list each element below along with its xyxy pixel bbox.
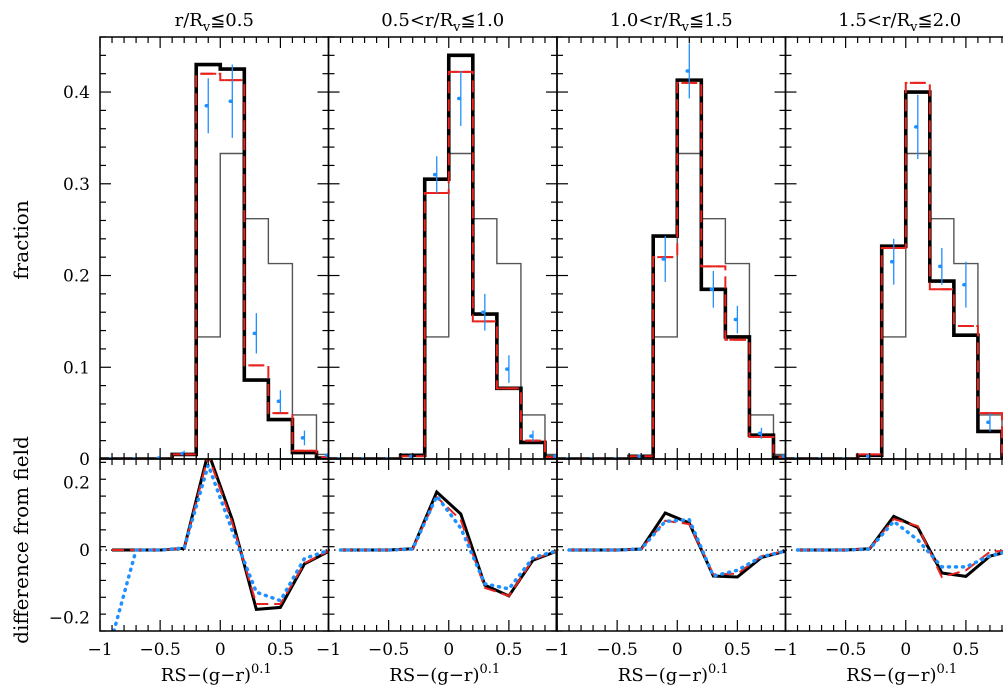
x-axis-label: RS−(g−r)0.1 — [389, 662, 500, 686]
x-tick-label: 0 — [443, 640, 454, 660]
bottom-panel-frame — [327, 458, 558, 632]
panel-4: −1 −0.5 0 0.5RS−(g−r)0.1 1.5<r/Rv≦2.0 — [773, 10, 1003, 686]
x-tick-label: −1 — [544, 640, 569, 660]
x-axis-label-superscript: 0.1 — [480, 662, 501, 677]
y-tick-label-top: 0.2 — [63, 267, 90, 287]
panels-group: −1 −0.5 0 0.5RS−(g−r)0.1r/Rv≦0.500.10.20.30… — [49, 10, 1003, 686]
panel-title: 1.5<r/Rv≦2.0 — [838, 10, 961, 35]
field-histogram — [328, 152, 557, 459]
bottom-plot-area — [557, 511, 786, 579]
x-axis-label: RS−(g−r)0.1 — [846, 662, 957, 686]
x-tick-label: −0.5 — [825, 640, 866, 660]
field-histogram — [100, 152, 329, 459]
panel-title-main: 0.5<r/R — [381, 10, 453, 31]
x-axis-label-superscript: 0.1 — [251, 662, 272, 677]
x-tick-label: −1 — [773, 640, 798, 660]
top-panel-frame — [327, 36, 558, 460]
x-tick-label: 0.5 — [495, 640, 522, 660]
blue-difference-line — [112, 459, 329, 631]
red-histogram — [100, 72, 329, 459]
panel-title-subscript: v — [202, 20, 211, 35]
black-difference-line — [112, 459, 329, 612]
red-histogram — [557, 81, 786, 459]
top-panel-frame — [99, 36, 330, 460]
y-tick-label-top: 0.3 — [63, 175, 90, 195]
x-tick-label: 0 — [215, 640, 226, 660]
x-axis-label: RS−(g−r)0.1 — [618, 662, 729, 686]
panel-title: 1.0<r/Rv≦1.5 — [610, 10, 733, 35]
y-tick-label-bottom: 0.2 — [63, 474, 90, 494]
x-tick-label: −0.5 — [139, 640, 180, 660]
panel-title-suffix: ≦0.5 — [210, 10, 254, 31]
x-tick-label: 0.5 — [952, 640, 979, 660]
blue-difference-line — [795, 518, 1003, 569]
red-difference-line — [340, 495, 557, 598]
blue-difference-line — [567, 517, 786, 579]
panel-title-suffix: ≦1.0 — [461, 10, 505, 31]
black-histogram — [557, 78, 786, 459]
panel-title: r/Rv≦0.5 — [175, 10, 254, 35]
panel-title-subscript: v — [909, 20, 918, 35]
x-tick-label: 0.5 — [267, 640, 294, 660]
x-tick-label: 0 — [672, 640, 683, 660]
x-tick-label: −0.5 — [368, 640, 409, 660]
red-difference-line — [569, 519, 786, 576]
blue-difference-line — [338, 492, 557, 591]
panel-title-suffix: ≦1.5 — [689, 10, 733, 31]
panel-title-main: r/R — [175, 10, 204, 31]
x-tick-label: −1 — [316, 640, 341, 660]
red-histogram — [785, 81, 1003, 459]
bottom-panel-frame — [784, 458, 1003, 632]
black-difference-line — [797, 514, 1003, 578]
x-tick-label: −0.5 — [596, 640, 637, 660]
panel-title-subscript: v — [452, 20, 461, 35]
bottom-plot-area — [785, 514, 1003, 579]
panel-3: −1 −0.5 0 0.5RS−(g−r)0.1 1.0<r/Rv≦1.5 — [544, 10, 787, 686]
x-tick-label: 0 — [900, 640, 911, 660]
x-axis-label-superscript: 0.1 — [937, 662, 958, 677]
bottom-panel-frame — [556, 458, 787, 632]
y-tick-label-top: 0.1 — [63, 358, 90, 378]
panel-title-main: 1.0<r/R — [610, 10, 682, 31]
y-axis-label-fraction: fraction — [9, 200, 33, 280]
red-difference-line — [112, 459, 329, 606]
panel-2: −1 −0.5 0 0.5RS−(g−r)0.1 0.5<r/Rv≦1.0 — [316, 10, 558, 686]
panel-title-main: 1.5<r/R — [838, 10, 910, 31]
top-plot-area — [785, 81, 1003, 459]
black-difference-line — [569, 511, 786, 579]
panel-title-suffix: ≦2.0 — [918, 10, 962, 31]
x-tick-label: −1 — [87, 640, 112, 660]
bottom-plot-area — [100, 459, 329, 631]
top-plot-area — [100, 62, 329, 459]
top-plot-area — [328, 53, 557, 459]
y-tick-label-top: 0 — [79, 450, 90, 470]
x-axis-label: RS−(g−r)0.1 — [161, 662, 272, 686]
top-panel-frame — [556, 36, 787, 460]
red-histogram — [328, 70, 557, 459]
top-plot-area — [557, 43, 786, 459]
panel-title: 0.5<r/Rv≦1.0 — [381, 10, 504, 35]
red-difference-line — [797, 517, 1003, 579]
x-axis-label-superscript: 0.1 — [708, 662, 729, 677]
y-tick-label-top: 0.4 — [63, 83, 90, 103]
x-tick-label: 0.5 — [724, 640, 751, 660]
panel-1: −1 −0.5 0 0.5RS−(g−r)0.1 r/Rv≦0.5 0 0.1 0.2 0.3 0… — [49, 10, 330, 686]
field-histogram — [785, 152, 1003, 459]
y-axis-label-difference: difference from field — [9, 436, 33, 644]
y-tick-label-bottom: 0 — [79, 541, 90, 561]
panel-title-subscript: v — [681, 20, 690, 35]
bottom-plot-area — [328, 489, 557, 631]
y-tick-label-bottom: −0.2 — [49, 609, 90, 629]
